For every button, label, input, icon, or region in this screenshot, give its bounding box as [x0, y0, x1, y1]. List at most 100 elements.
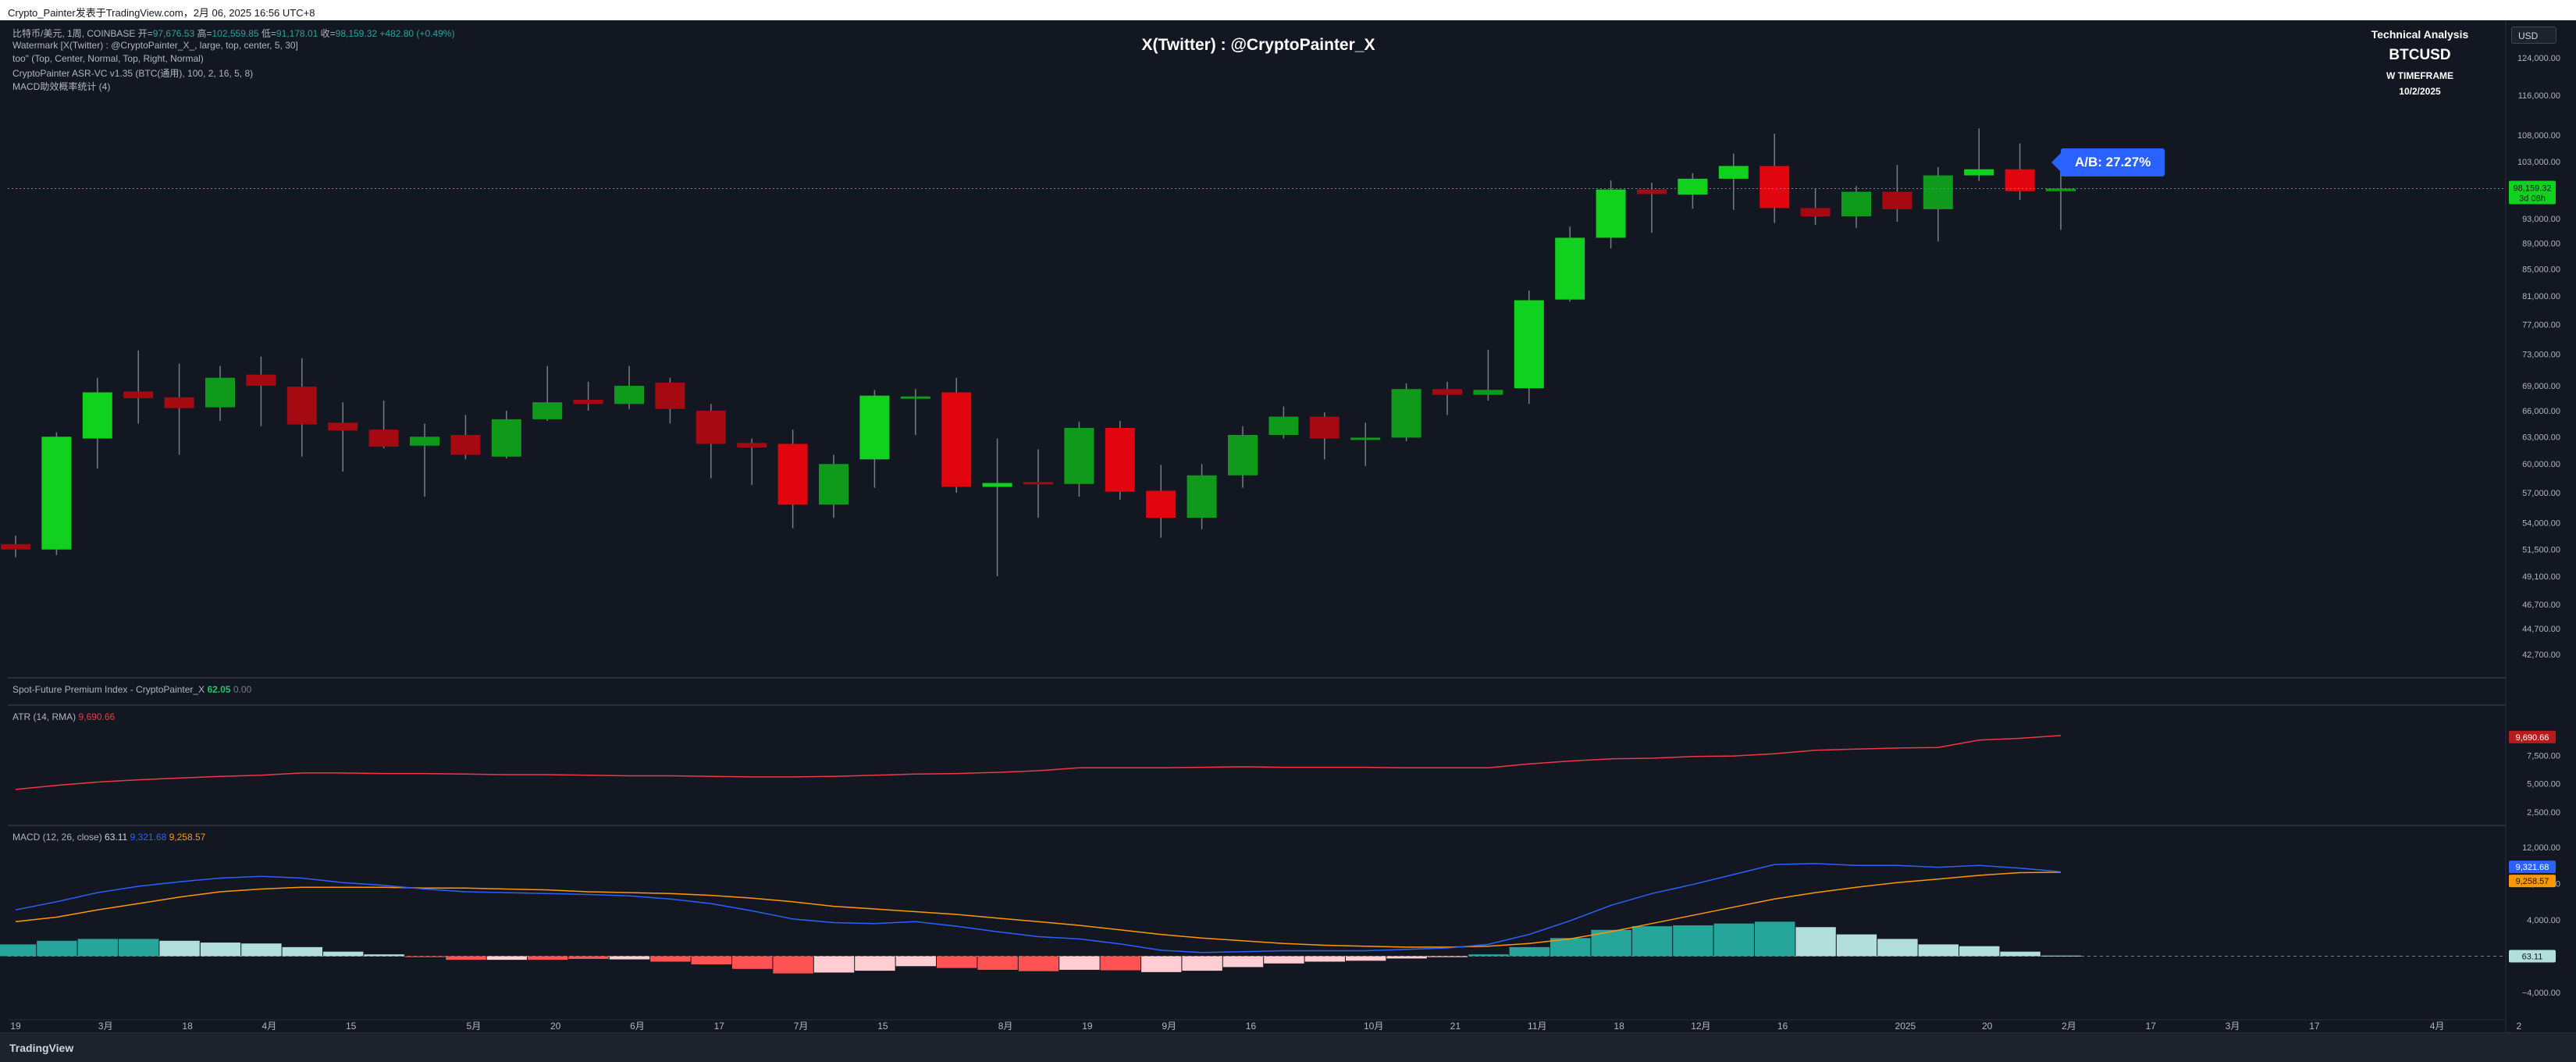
candle-body [410, 437, 439, 446]
time-tick-label: 3月 [98, 1021, 113, 1032]
candle [859, 390, 890, 488]
macd-hist-bar [650, 956, 691, 962]
legend-line-2[interactable]: Watermark [X(Twitter) : @CryptoPainter_X… [12, 40, 298, 51]
macd-hist-bar [1304, 956, 1345, 962]
price-tick-label: 89,000.00 [2522, 240, 2560, 249]
price-tick-label: 69,000.00 [2522, 382, 2560, 391]
candle-body [1800, 208, 1831, 217]
candle [491, 410, 521, 459]
candle-body [41, 437, 72, 550]
candle [1391, 383, 1421, 441]
main-legend: 比特币/美元, 1周, COINBASE 开=97,676.53 高=102,5… [12, 27, 454, 40]
macd-hist-bar [691, 956, 731, 964]
candle [696, 404, 726, 479]
time-tick-label: 5月 [467, 1021, 482, 1032]
watermark-text: X(Twitter) : @CryptoPainter_X [1141, 36, 1375, 54]
candle [1514, 290, 1544, 404]
macd-value-hist: 63.11 [105, 832, 128, 843]
candle-body [1187, 475, 1217, 519]
premium-value-2: 0.00 [233, 684, 252, 695]
chart-canvas[interactable]: 124,000.00 116,000.00 108,000.00 103,000.00… [0, 20, 2576, 1032]
macd-hist-bar [1836, 934, 1877, 957]
candle-body [246, 374, 276, 387]
macd-hist-bar [895, 956, 936, 967]
candle [82, 377, 112, 469]
candle-body [2005, 169, 2035, 191]
candle-body [900, 396, 930, 399]
macd-hist-bar [282, 946, 322, 957]
candle-body [1268, 416, 1299, 436]
open-value: 97,676.53 [152, 28, 195, 39]
candle [2005, 143, 2035, 200]
price-tick-label: 66,000.00 [2522, 407, 2560, 416]
candle [655, 377, 685, 424]
legend-line-3[interactable]: too" (Top, Center, Normal, Top, Right, N… [12, 53, 204, 64]
legend-line-5[interactable]: MACD助效概率统计 (4) [12, 81, 111, 92]
macd-hist-bar [0, 944, 37, 957]
close-value: 98,159.32 [335, 28, 378, 39]
candle-body [1596, 189, 1626, 238]
candle [1105, 421, 1135, 500]
low-label: 低= [261, 28, 276, 39]
candle [900, 389, 930, 436]
time-tick-label: 9月 [1162, 1021, 1176, 1032]
candle [1923, 166, 1953, 242]
ta-date: 10/2/2025 [2399, 86, 2441, 97]
macd-hist-bar [1959, 946, 2000, 957]
ta-title: Technical Analysis [2371, 28, 2469, 41]
candle [123, 350, 154, 424]
macd-hist-bar [1346, 956, 1386, 961]
atr-label: ATR (14, RMA) [12, 711, 76, 722]
macd-legend[interactable]: MACD (12, 26, close) 63.11 9,321.68 9,25… [12, 832, 205, 843]
macd-signal-tag-text: 9,258.57 [2516, 877, 2549, 886]
candle-body [205, 377, 235, 408]
macd-hist-bar [813, 956, 855, 973]
macd-hist-bar [486, 956, 527, 960]
candle-body [1759, 166, 1790, 208]
macd-hist-bar [977, 956, 1018, 970]
candles [1, 128, 2076, 576]
macd-hist-tag: 63.11 [2509, 950, 2556, 963]
time-tick-label: 17 [2146, 1021, 2157, 1032]
macd-signal-tag-bg [2509, 875, 2556, 888]
atr-legend[interactable]: ATR (14, RMA) 9,690.66 [12, 711, 115, 722]
macd-hist-bar [1222, 956, 1264, 968]
time-tick-label: 16 [1777, 1021, 1788, 1032]
candle [777, 429, 808, 529]
top-header-bar: Crypto_Painter发表于TradingView.com，2月 06, … [0, 0, 2576, 20]
price-tick-label: 63,000.00 [2522, 433, 2560, 442]
macd-tick-label: 12,000.00 [2522, 843, 2560, 853]
price-tick-label: 85,000.00 [2522, 266, 2560, 275]
macd-hist-bar [159, 940, 200, 957]
premium-legend[interactable]: Spot-Future Premium Index - CryptoPainte… [12, 684, 251, 695]
candle-body [1923, 175, 1953, 209]
candle [1473, 349, 1503, 401]
candle [1146, 465, 1176, 538]
candle-body [1228, 435, 1258, 476]
candle [1555, 226, 1585, 302]
price-tick-label: 73,000.00 [2522, 351, 2560, 360]
candle [1187, 464, 1217, 529]
time-tick-label: 12月 [1691, 1021, 1710, 1032]
macd-hist-bar [1713, 923, 1754, 957]
tradingview-brand[interactable]: TradingView [9, 1042, 74, 1054]
candle-body [1391, 389, 1421, 438]
macd-hist-bar [1264, 956, 1304, 964]
currency-button[interactable]: USD [2511, 27, 2556, 44]
high-label: 高= [197, 28, 212, 39]
time-tick-label: 16 [1246, 1021, 1257, 1032]
candle [1759, 134, 1790, 223]
macd-hist-bar [1509, 946, 1550, 957]
atr-line [15, 735, 2062, 790]
candle-body [1514, 300, 1544, 389]
macd-hist-bar [1468, 954, 1509, 957]
premium-label: Spot-Future Premium Index - CryptoPainte… [12, 684, 205, 695]
candle [410, 423, 439, 497]
macd-hist-bar [77, 939, 118, 957]
time-tick-label: 4月 [2430, 1021, 2445, 1032]
time-tick-label: 2 [2517, 1021, 2522, 1032]
macd-hist-bar [732, 956, 773, 969]
legend-line-4[interactable]: CryptoPainter ASR-VC v1.35 (BTC(通用), 100… [12, 68, 254, 79]
candle [1268, 406, 1299, 439]
macd-hist-bar [937, 956, 977, 968]
